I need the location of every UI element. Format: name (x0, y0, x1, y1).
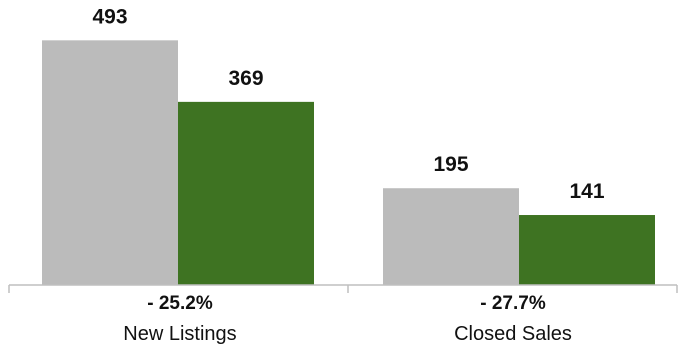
change-label-new-listings: - 25.2% (147, 293, 213, 314)
bar-new-listings-series-2 (178, 101, 314, 285)
category-group-new-listings: - 25.2% New Listings (123, 293, 236, 345)
value-label-closed-sales-series-2: 141 (569, 180, 604, 203)
x-axis (8, 284, 678, 293)
bars-group (42, 40, 655, 285)
category-label-closed-sales: Closed Sales (454, 323, 572, 345)
category-label-new-listings: New Listings (123, 323, 236, 345)
value-labels-group: 493 369 195 141 (92, 5, 604, 203)
value-label-new-listings-series-1: 493 (92, 5, 127, 28)
bar-closed-sales-series-2 (519, 215, 655, 285)
change-label-closed-sales: - 27.7% (480, 293, 546, 314)
value-label-new-listings-series-2: 369 (228, 67, 263, 90)
bar-new-listings-series-1 (42, 40, 178, 285)
category-group-closed-sales: - 27.7% Closed Sales (454, 293, 572, 345)
value-label-closed-sales-series-1: 195 (433, 153, 468, 176)
bar-closed-sales-series-1 (383, 188, 519, 285)
